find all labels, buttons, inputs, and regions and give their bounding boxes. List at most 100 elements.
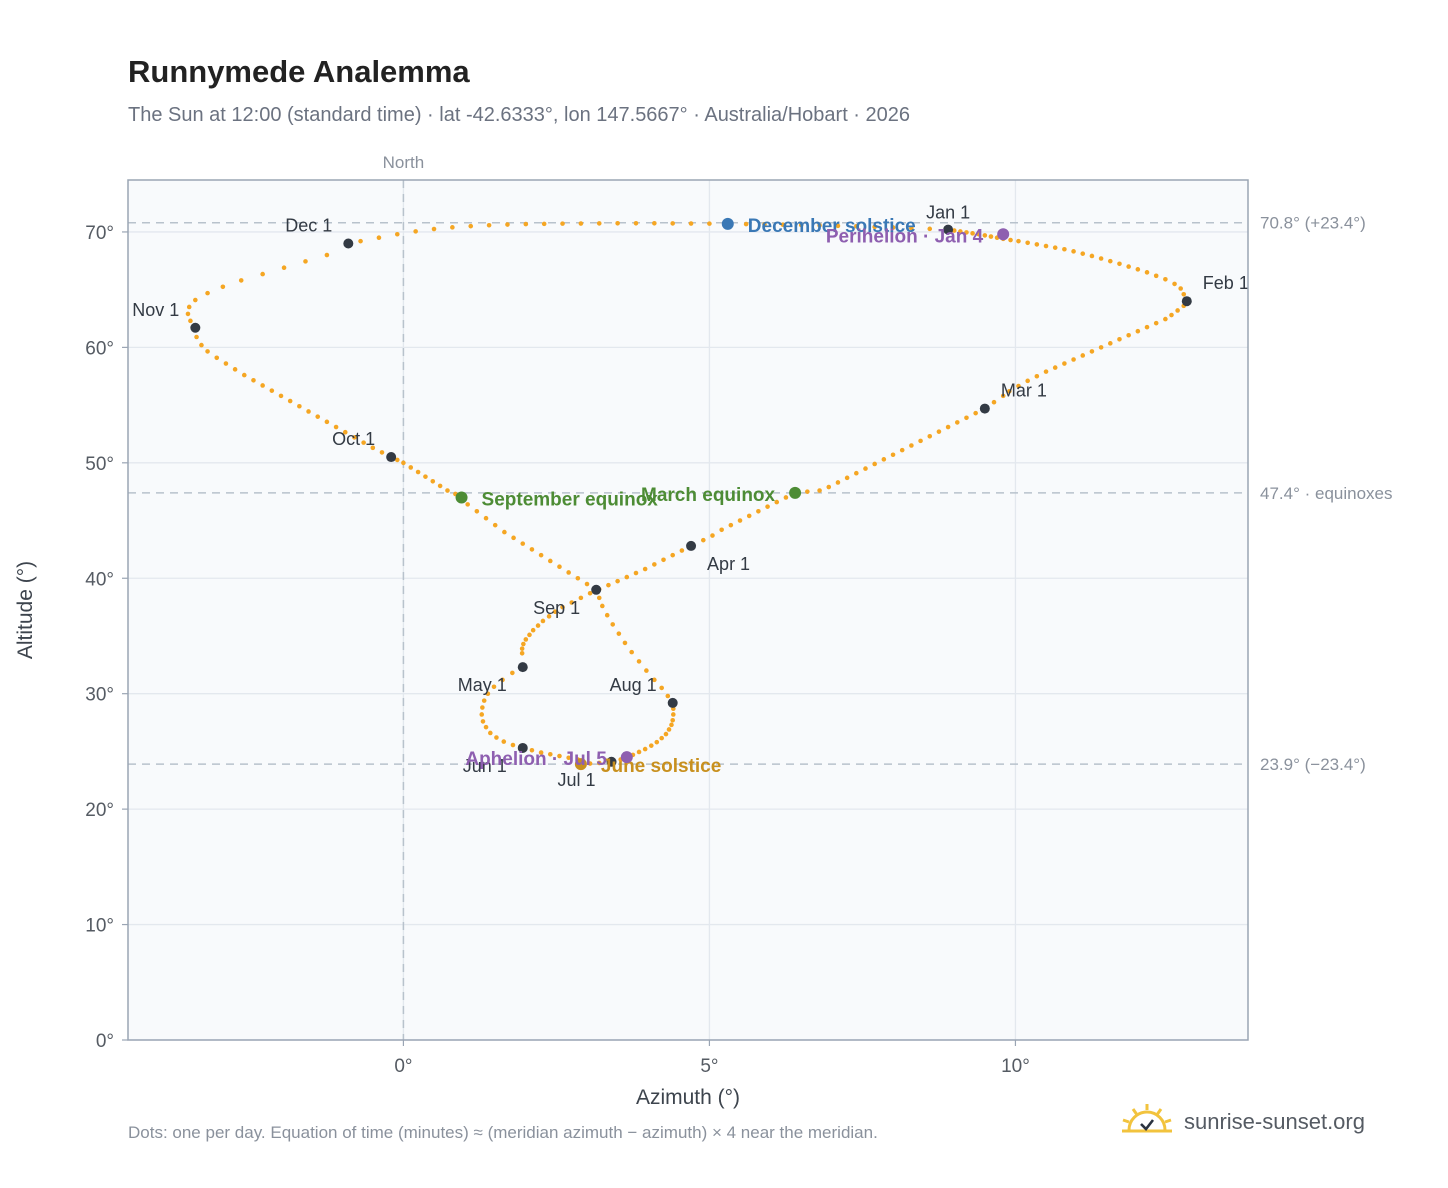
day-dot [547, 751, 553, 757]
day-dot [575, 575, 581, 581]
day-dot [1172, 281, 1177, 287]
x-axis-label: Azimuth (°) [636, 1086, 740, 1109]
day-dot [1062, 246, 1067, 252]
day-dot [604, 612, 610, 618]
day-dot [587, 590, 593, 596]
day-dot [854, 470, 859, 476]
day-dot [854, 223, 859, 229]
day-dot [324, 252, 330, 258]
month-label: Feb 1 [1203, 273, 1249, 293]
day-dot [982, 233, 988, 238]
day-dot [615, 220, 620, 226]
day-dot [352, 435, 357, 440]
footnote: Dots: one per day. Equation of time (min… [128, 1123, 878, 1142]
day-dot [719, 527, 724, 533]
day-dot [805, 489, 810, 494]
day-dot [552, 609, 558, 615]
y-tick-label: 40° [85, 569, 114, 590]
day-dot [287, 398, 293, 404]
month-marker [667, 697, 678, 708]
day-dot [520, 541, 526, 546]
day-dot [936, 429, 942, 434]
day-dot [511, 535, 516, 541]
day-dot [798, 222, 804, 228]
day-dot [370, 445, 376, 451]
sun-logo-icon [1120, 1102, 1174, 1141]
event-marker [574, 758, 587, 771]
day-dot [817, 223, 822, 228]
day-dot [596, 595, 602, 601]
event-label: June solstice [601, 756, 721, 777]
day-dot [707, 221, 712, 226]
day-dot [615, 578, 620, 584]
month-label: Mar 1 [1001, 381, 1047, 401]
day-dot [186, 304, 192, 310]
day-dot [671, 712, 676, 717]
day-dot [415, 469, 421, 475]
month-marker [979, 403, 990, 414]
day-dot [535, 623, 541, 628]
day-dot [492, 522, 498, 528]
day-dot [1071, 249, 1076, 254]
day-dot [970, 231, 975, 236]
day-dot [1043, 243, 1049, 249]
day-dot [1071, 357, 1076, 362]
day-dot [505, 222, 510, 227]
day-dot [1016, 238, 1021, 244]
day-dot [238, 278, 244, 283]
day-dot [701, 537, 706, 543]
day-dot [546, 614, 552, 619]
day-dot [1107, 341, 1113, 346]
day-dot [636, 659, 642, 664]
day-dot [587, 761, 593, 766]
day-dot [306, 409, 311, 414]
day-dot [1135, 267, 1141, 272]
day-dot [560, 604, 565, 610]
day-dot [560, 221, 565, 226]
day-dot [260, 383, 265, 388]
event-marker [455, 491, 468, 504]
day-dot [1163, 316, 1168, 322]
day-dot [376, 235, 382, 241]
day-dot [606, 582, 611, 588]
day-dot [688, 221, 694, 226]
event-label: September equinox [482, 489, 659, 510]
day-dot [710, 533, 715, 538]
day-dot [1117, 261, 1122, 267]
day-dot [584, 581, 590, 587]
day-dot [431, 226, 437, 232]
reference-line-label: 47.4° · equinoxes [1260, 484, 1393, 503]
reference-lines: North 70.8° (+23.4°) 47.4° · equinoxes 23.9… [128, 153, 1393, 1040]
day-dot [669, 722, 674, 728]
day-dot [188, 318, 193, 324]
day-dot [644, 668, 649, 673]
day-dot [958, 229, 963, 234]
day-dot [566, 755, 571, 761]
day-dot [333, 424, 339, 430]
day-dot [835, 223, 841, 229]
event-label: December solstice [748, 216, 916, 237]
brand[interactable]: sunrise-sunset.org [1120, 1102, 1365, 1141]
day-dot [890, 225, 896, 230]
y-tick-label: 30° [85, 685, 114, 706]
day-dot [622, 640, 628, 646]
day-dot [510, 742, 516, 748]
event-marker [721, 217, 734, 230]
day-dot [1107, 258, 1113, 264]
day-dot [1126, 332, 1131, 338]
day-dot [746, 513, 752, 519]
day-dot [1025, 240, 1030, 246]
day-dot [450, 225, 455, 230]
day-dot [538, 552, 544, 558]
day-dot [1098, 256, 1104, 261]
north-label: North [383, 153, 425, 172]
day-dot [835, 480, 841, 485]
day-dot [927, 433, 933, 439]
month-label: Nov 1 [132, 300, 179, 320]
day-dot [541, 221, 547, 227]
day-dot [193, 297, 198, 303]
day-dot [214, 355, 220, 361]
day-dot [394, 231, 400, 237]
month-label: Jul 1 [557, 770, 595, 790]
day-dot [1052, 365, 1058, 370]
